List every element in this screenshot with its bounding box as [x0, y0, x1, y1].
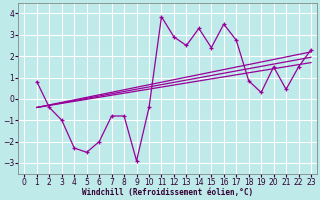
X-axis label: Windchill (Refroidissement éolien,°C): Windchill (Refroidissement éolien,°C) [82, 188, 253, 197]
